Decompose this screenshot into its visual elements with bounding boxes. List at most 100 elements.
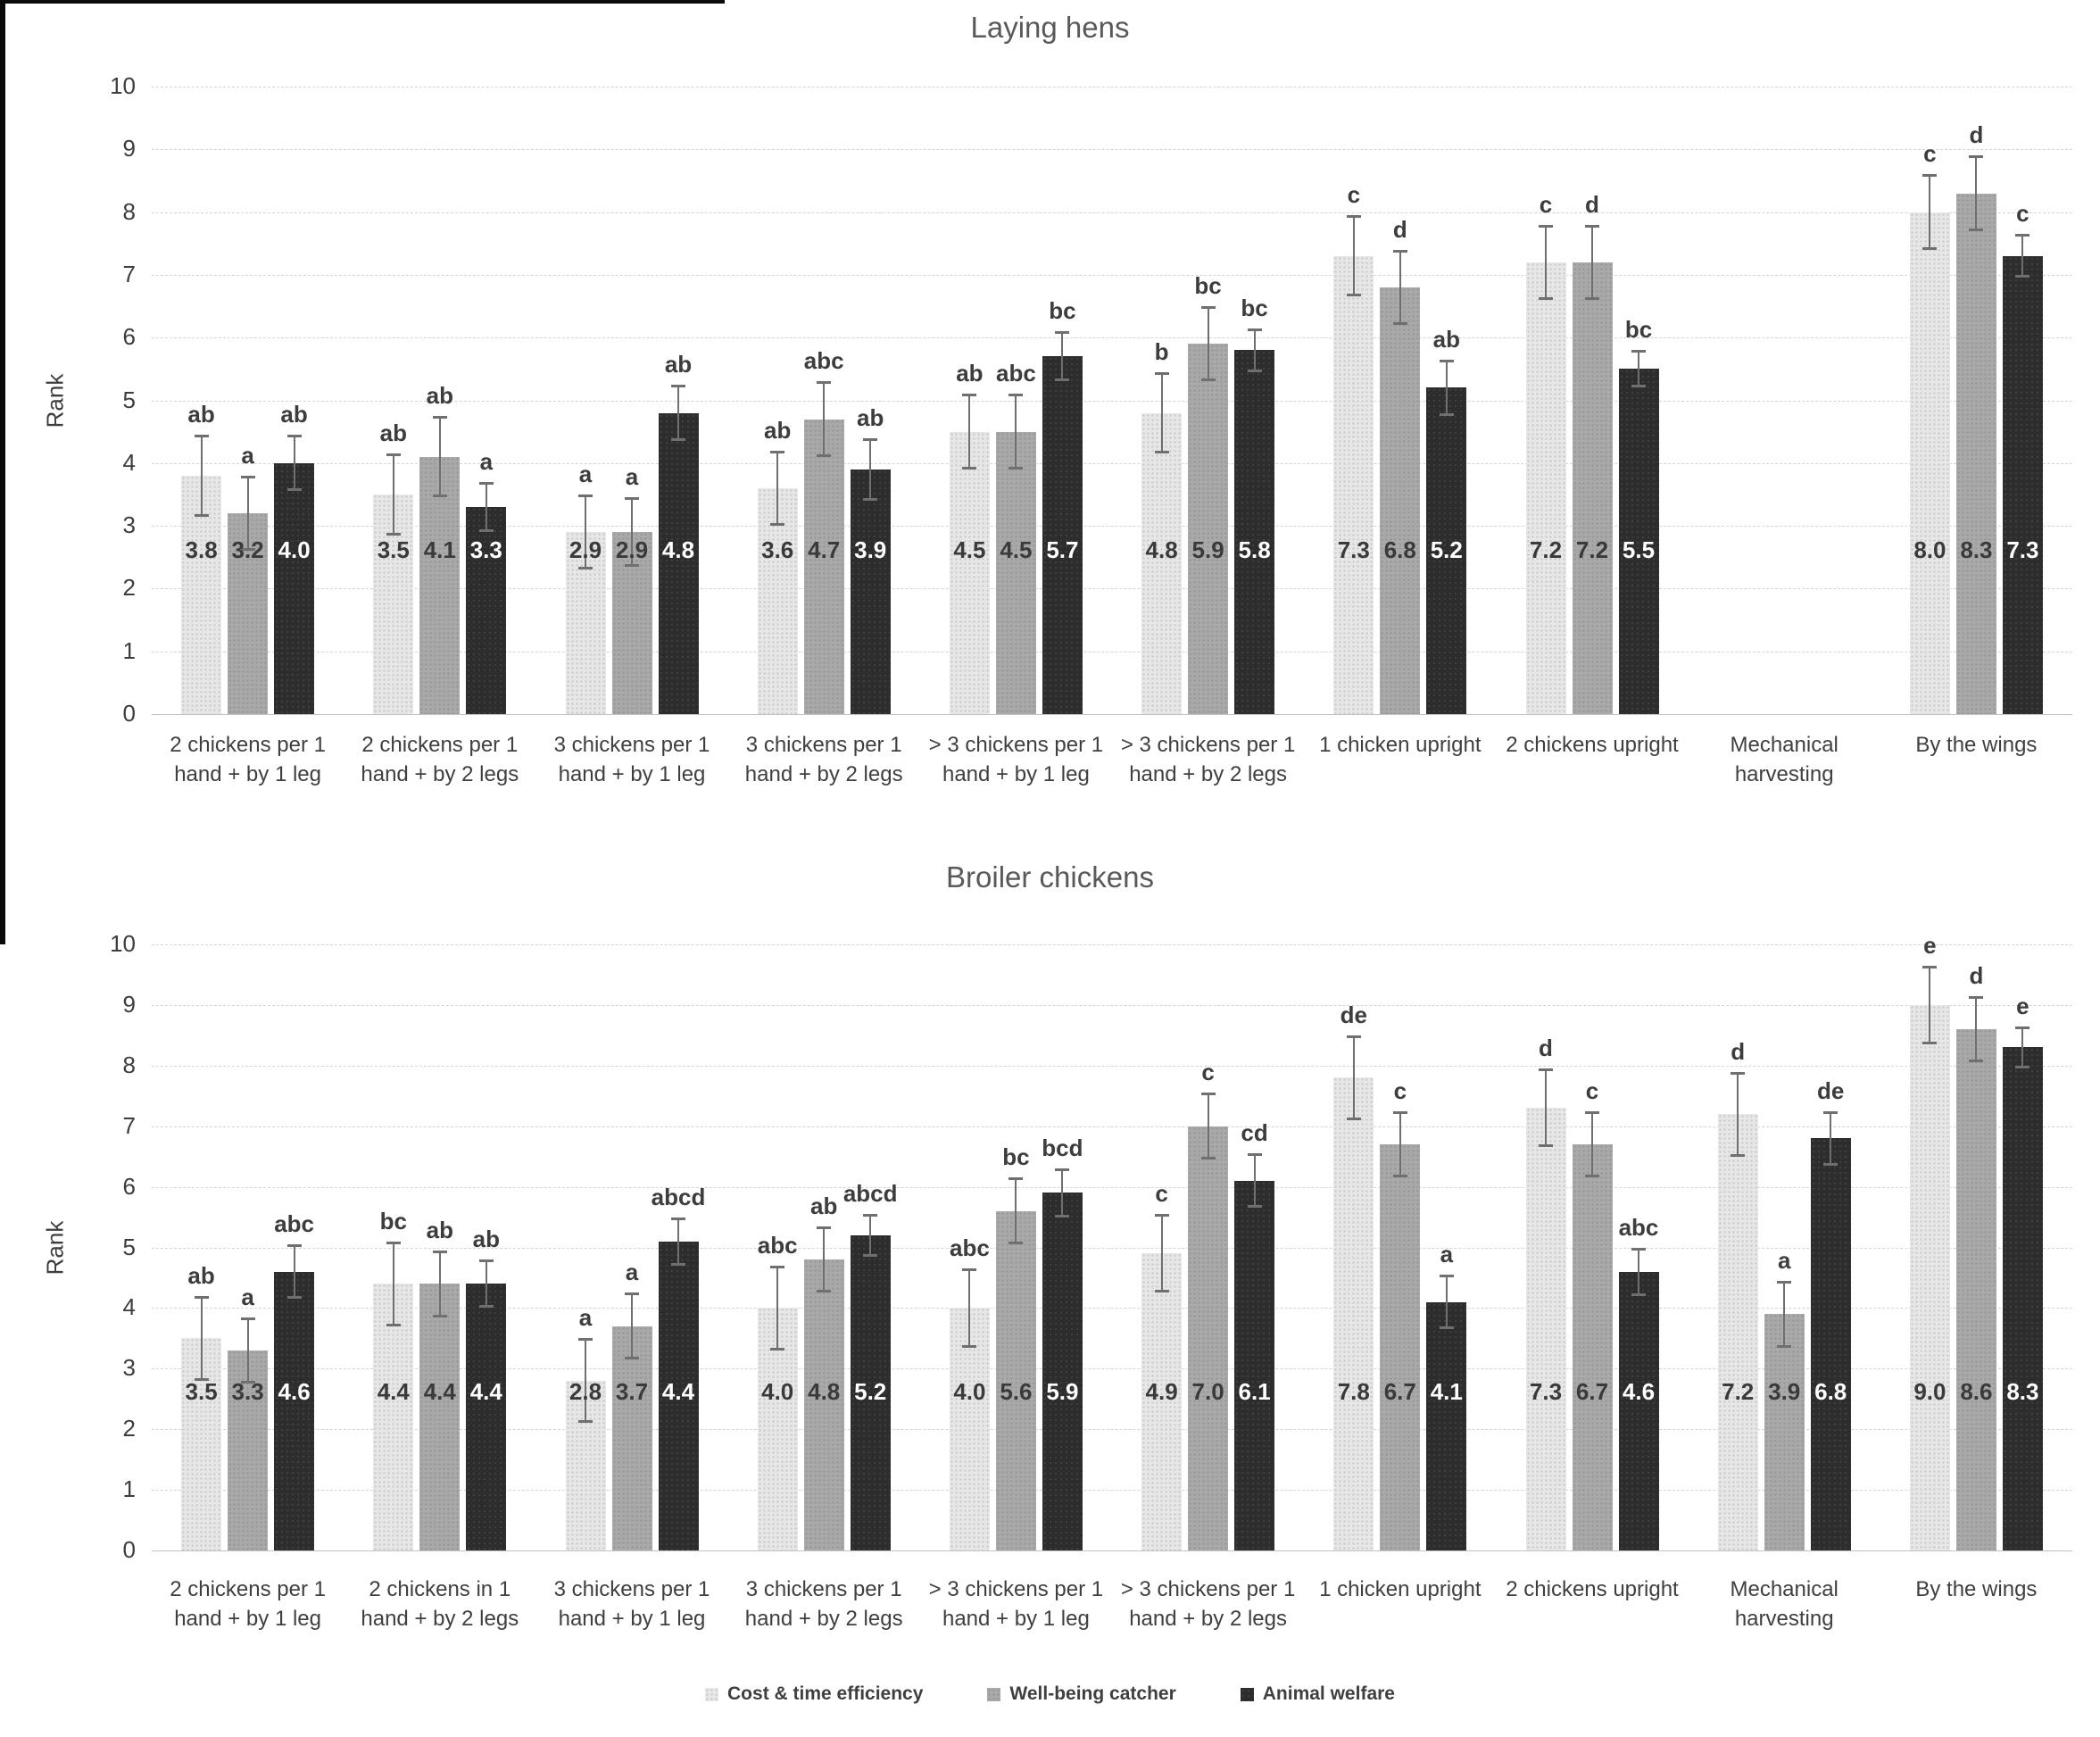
error-bar	[671, 1217, 685, 1266]
y-tick-label: 4	[122, 1293, 136, 1321]
gridline	[152, 1186, 2072, 1188]
error-bar-cap	[386, 532, 401, 536]
x-category-label: 2 chickens upright	[1506, 733, 1679, 757]
sig-letter: abc	[995, 360, 1036, 387]
error-bar	[194, 1295, 209, 1381]
y-tick-label: 4	[122, 448, 136, 476]
error-bar	[1439, 359, 1454, 417]
sig-letter: e	[1923, 931, 1937, 959]
error-bar-cap	[578, 1338, 593, 1342]
error-bar-cap	[1008, 1242, 1024, 1245]
value-label: 3.3	[469, 536, 502, 563]
bar	[228, 1350, 269, 1550]
error-bar	[1969, 155, 1984, 231]
error-bar-cap	[625, 1292, 639, 1296]
bar	[850, 469, 891, 714]
bar	[1333, 255, 1374, 714]
error-bar-cap	[1247, 1153, 1262, 1157]
bar	[658, 412, 699, 714]
error-bar-cap	[286, 488, 302, 492]
error-bar-cap	[1055, 1214, 1070, 1218]
x-category-label: Mechanical harvesting	[1730, 733, 1839, 787]
error-bar	[1008, 394, 1024, 470]
legend-swatch	[987, 1687, 1001, 1701]
value-label: 3.5	[377, 536, 410, 563]
bar	[1618, 1271, 1659, 1550]
x-category-label: 1 chicken upright	[1319, 1577, 1482, 1601]
bar	[995, 1210, 1036, 1550]
bar	[803, 1259, 844, 1550]
error-bar	[2015, 234, 2030, 278]
error-bar-cap	[770, 450, 785, 453]
sig-letter: b	[1154, 337, 1169, 365]
value-label: 5.9	[1191, 536, 1224, 563]
sig-letter: bc	[1002, 1143, 1030, 1171]
error-bar	[1539, 224, 1553, 301]
value-label: 7.2	[1529, 536, 1563, 563]
error-bar-cap	[1247, 1205, 1262, 1209]
error-bar	[386, 1241, 401, 1326]
error-bar-cap	[1439, 1275, 1454, 1278]
sig-letter: de	[1817, 1076, 1845, 1104]
value-label: 4.4	[469, 1378, 502, 1406]
error-bar	[1247, 1153, 1262, 1209]
error-bar-cap	[2015, 1026, 2030, 1029]
error-bar-cap	[962, 1268, 977, 1272]
value-label: 4.4	[377, 1378, 410, 1406]
value-label: 3.7	[615, 1378, 649, 1406]
value-label: 6.8	[1383, 536, 1416, 563]
value-label: 4.8	[1145, 536, 1178, 563]
bar	[949, 431, 990, 714]
error-bar-cap	[863, 437, 878, 441]
error-bar	[2015, 1026, 2030, 1069]
bar	[274, 462, 315, 714]
error-bar-cap	[863, 1253, 878, 1257]
value-label: 4.4	[661, 1378, 695, 1406]
error-bar	[1777, 1280, 1792, 1348]
error-bar-cap	[286, 1244, 302, 1248]
value-label: 4.8	[661, 536, 695, 563]
error-bar	[240, 1317, 255, 1384]
error-bar-cap	[1154, 451, 1169, 454]
error-bar-cap	[962, 1344, 977, 1348]
error-bar	[962, 1268, 977, 1348]
error-bar-cap	[1392, 322, 1407, 326]
error-bar	[194, 435, 209, 517]
error-bar	[286, 1244, 302, 1300]
error-bar-cap	[1539, 297, 1553, 301]
bar	[1042, 1193, 1083, 1550]
sig-letter: bc	[1624, 316, 1653, 344]
error-bar-cap	[1969, 155, 1984, 159]
y-tick-label: 9	[122, 990, 136, 1018]
error-bar-cap	[578, 567, 593, 570]
error-bar-cap	[240, 1381, 255, 1384]
error-bar	[1154, 371, 1169, 454]
sig-letter: ab	[857, 403, 884, 431]
sig-letter: de	[1340, 1001, 1367, 1028]
error-bar-cap	[1055, 331, 1070, 335]
y-axis-title: Rank	[41, 373, 69, 428]
error-bar	[817, 1226, 832, 1293]
bar	[1380, 1144, 1421, 1550]
sig-letter: c	[1923, 140, 1937, 168]
bar	[1426, 1301, 1467, 1550]
error-bar	[478, 1259, 494, 1309]
error-bar-cap	[1922, 246, 1938, 250]
error-bar-cap	[671, 1262, 685, 1266]
error-bar	[1247, 328, 1262, 372]
value-label: 3.2	[231, 536, 264, 563]
error-bar-cap	[1585, 1175, 1599, 1178]
error-bar-cap	[194, 1295, 209, 1299]
error-bar-cap	[1585, 297, 1599, 301]
bar	[1380, 287, 1421, 714]
error-bar-cap	[1731, 1071, 1746, 1075]
value-label: 4.1	[1430, 1378, 1463, 1406]
y-tick-label: 10	[110, 72, 136, 99]
error-bar-cap	[194, 435, 209, 438]
gridline	[152, 1550, 2072, 1551]
gridline	[152, 526, 2072, 528]
sig-letter: ab	[956, 360, 984, 387]
scan-artifact	[0, 0, 725, 4]
y-tick-label: 8	[122, 197, 136, 225]
sig-letter: bc	[1049, 297, 1076, 325]
